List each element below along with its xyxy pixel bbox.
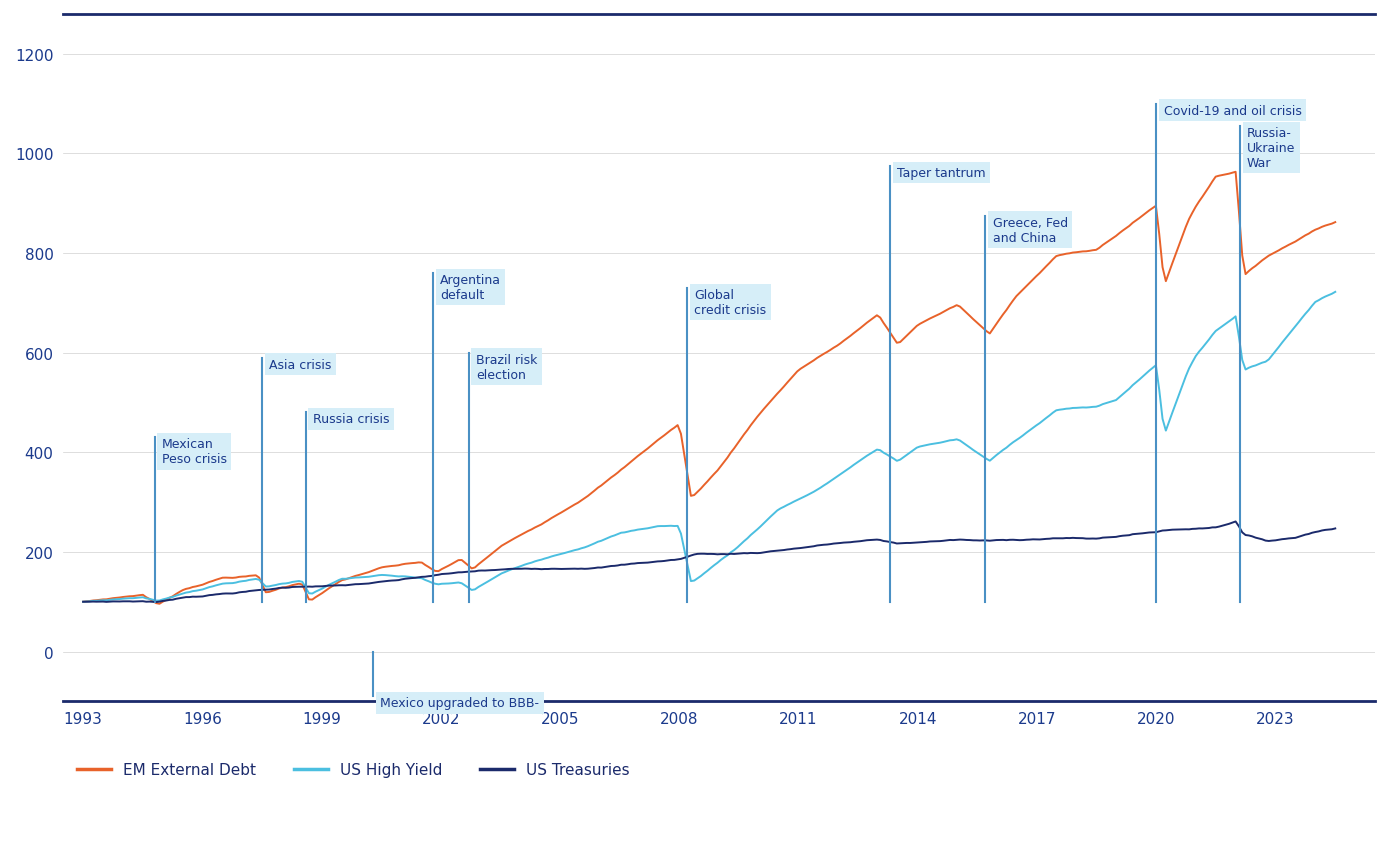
Text: Covid-19 and oil crisis: Covid-19 and oil crisis xyxy=(1163,105,1301,117)
Text: Brazil risk
election: Brazil risk election xyxy=(475,354,537,381)
Legend: EM External Debt, US High Yield, US Treasuries: EM External Debt, US High Yield, US Trea… xyxy=(71,756,637,783)
Text: Argentina
default: Argentina default xyxy=(441,273,500,301)
Text: Greece, Fed
and China: Greece, Fed and China xyxy=(992,216,1068,245)
Text: Mexican
Peso crisis: Mexican Peso crisis xyxy=(161,438,227,466)
Text: Global
credit crisis: Global credit crisis xyxy=(695,289,767,316)
Text: Russia-
Ukraine
War: Russia- Ukraine War xyxy=(1247,127,1295,170)
Text: Taper tantrum: Taper tantrum xyxy=(897,167,986,180)
Text: Russia crisis: Russia crisis xyxy=(313,413,389,426)
Text: Mexico upgraded to BBB-: Mexico upgraded to BBB- xyxy=(381,696,539,710)
Text: Asia crisis: Asia crisis xyxy=(270,358,331,371)
